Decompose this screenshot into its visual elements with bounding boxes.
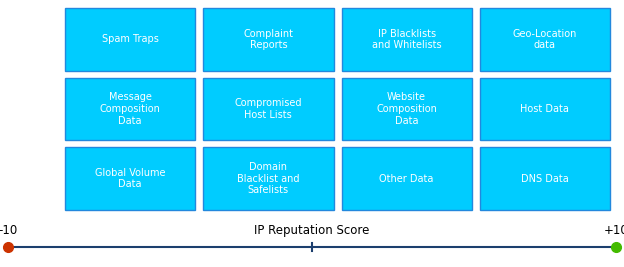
Text: Spam Traps: Spam Traps	[102, 34, 158, 44]
FancyBboxPatch shape	[341, 147, 472, 210]
FancyBboxPatch shape	[203, 147, 333, 210]
Text: Complaint
Reports: Complaint Reports	[243, 29, 293, 50]
Text: IP Reputation Score: IP Reputation Score	[255, 224, 369, 237]
Text: Global Volume
Data: Global Volume Data	[95, 168, 165, 190]
FancyBboxPatch shape	[65, 78, 195, 140]
Text: Other Data: Other Data	[379, 174, 434, 184]
FancyBboxPatch shape	[480, 147, 610, 210]
FancyBboxPatch shape	[65, 8, 195, 71]
Text: Geo-Location
data: Geo-Location data	[513, 29, 577, 50]
Text: +10: +10	[603, 224, 624, 237]
Text: Compromised
Host Lists: Compromised Host Lists	[235, 98, 302, 120]
Text: Website
Composition
Data: Website Composition Data	[376, 92, 437, 125]
FancyBboxPatch shape	[203, 78, 333, 140]
FancyBboxPatch shape	[203, 8, 333, 71]
Text: DNS Data: DNS Data	[521, 174, 568, 184]
Text: -10: -10	[0, 224, 17, 237]
Text: IP Blacklists
and Whitelists: IP Blacklists and Whitelists	[372, 29, 441, 50]
FancyBboxPatch shape	[480, 8, 610, 71]
Text: Host Data: Host Data	[520, 104, 569, 114]
FancyBboxPatch shape	[341, 78, 472, 140]
Text: Message
Composition
Data: Message Composition Data	[100, 92, 160, 125]
FancyBboxPatch shape	[65, 147, 195, 210]
Text: Domain
Blacklist and
Safelists: Domain Blacklist and Safelists	[237, 162, 300, 195]
FancyBboxPatch shape	[341, 8, 472, 71]
FancyBboxPatch shape	[480, 78, 610, 140]
